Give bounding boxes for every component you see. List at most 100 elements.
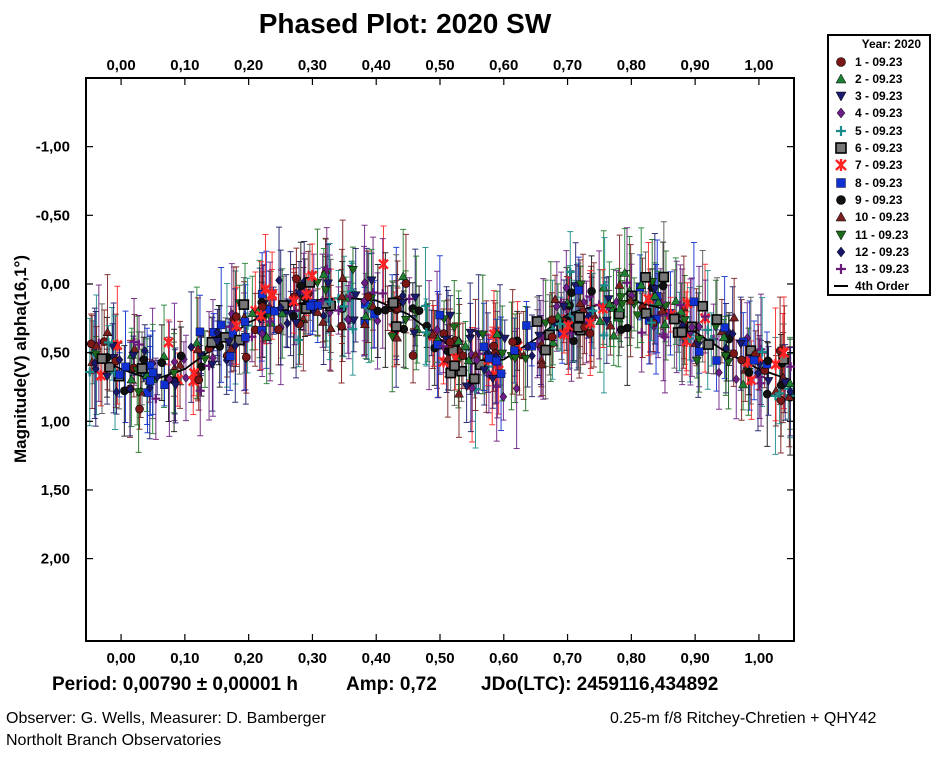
data-point	[275, 275, 283, 286]
data-point	[778, 347, 790, 359]
data-point	[661, 301, 671, 311]
x-tick-label-bottom: 0,70	[553, 650, 582, 667]
legend-marker	[835, 142, 847, 154]
data-point	[550, 294, 561, 303]
data-point	[360, 296, 368, 307]
data-point	[694, 335, 705, 345]
data-point	[587, 286, 596, 296]
data-point	[757, 347, 767, 357]
data-point	[360, 310, 371, 320]
legend-marker-icon	[836, 246, 846, 258]
data-point	[492, 356, 501, 366]
data-point	[584, 317, 596, 329]
data-point	[325, 297, 335, 307]
data-point	[91, 340, 102, 350]
data-point	[619, 267, 630, 277]
data-point	[231, 312, 241, 321]
amplitude-text: Amp: 0,72	[346, 674, 437, 695]
data-point	[763, 377, 774, 386]
data-point	[400, 315, 411, 325]
y-tick-label: -1,00	[36, 139, 70, 156]
data-point	[404, 294, 414, 304]
x-tick-label-top: 1,00	[744, 57, 773, 74]
data-point	[157, 358, 167, 367]
data-point	[473, 355, 481, 366]
legend-label: 6 - 09.23	[855, 141, 903, 155]
data-point	[240, 317, 250, 327]
y-tick-label: -0,50	[36, 207, 70, 224]
data-point	[274, 325, 283, 334]
data-point	[784, 391, 795, 401]
data-point	[548, 337, 559, 347]
data-point	[762, 389, 772, 399]
data-point	[453, 336, 464, 345]
data-point	[732, 374, 741, 385]
data-point	[536, 359, 547, 369]
data-point	[187, 342, 196, 353]
data-point	[390, 321, 402, 332]
data-point	[104, 361, 115, 373]
legend-marker	[835, 230, 847, 241]
data-point	[675, 300, 685, 310]
data-point	[121, 362, 130, 372]
legend-label: 4 - 09.23	[855, 106, 903, 121]
legend-entry: 6 - 09.23	[833, 140, 902, 157]
data-point	[492, 329, 503, 338]
data-point	[291, 319, 302, 328]
data-point	[569, 336, 578, 346]
data-point	[653, 297, 664, 306]
data-point	[392, 332, 403, 342]
data-point	[95, 370, 107, 382]
data-point	[193, 344, 203, 354]
data-point	[695, 347, 704, 356]
data-point	[163, 336, 174, 348]
data-point	[258, 328, 267, 339]
data-point	[567, 288, 576, 298]
data-point	[242, 352, 251, 362]
legend-label: 1 - 09.23	[855, 54, 903, 69]
data-point	[520, 354, 531, 364]
legend-marker	[836, 195, 846, 205]
data-point	[461, 382, 472, 392]
x-tick-label-bottom: 0,40	[362, 650, 391, 667]
x-tick-label-top: 0,20	[234, 57, 263, 74]
x-tick-label-bottom: 0,90	[681, 650, 710, 667]
data-point	[170, 381, 181, 391]
data-point	[510, 354, 521, 364]
data-point	[323, 279, 334, 289]
data-point	[449, 360, 460, 372]
data-point	[746, 374, 757, 386]
data-point	[676, 326, 688, 338]
data-point	[754, 367, 762, 378]
data-point	[289, 311, 298, 321]
data-point	[531, 316, 543, 327]
data-point	[292, 274, 301, 284]
data-point	[562, 282, 571, 293]
data-point	[176, 351, 186, 361]
data-point	[456, 365, 467, 377]
data-point	[540, 319, 551, 329]
data-point	[301, 289, 312, 301]
data-point	[600, 280, 610, 290]
data-point	[345, 291, 355, 301]
data-point	[659, 319, 670, 329]
legend-marker-icon	[835, 73, 847, 84]
data-point	[373, 306, 383, 316]
data-point	[265, 317, 275, 327]
data-point	[182, 373, 190, 383]
data-point	[479, 366, 490, 376]
data-point	[226, 322, 236, 332]
data-point	[547, 332, 557, 342]
data-point	[165, 374, 174, 385]
legend-label: 8 - 09.23	[855, 175, 903, 190]
period-text: Period: 0,00790 ± 0,00001 h	[52, 674, 298, 695]
data-point	[231, 340, 240, 351]
data-point	[646, 318, 656, 328]
data-point	[195, 327, 205, 337]
legend-label: 13 - 09.23	[855, 262, 910, 277]
legend-entry: 7 - 09.23	[833, 157, 902, 174]
data-point	[499, 334, 510, 344]
data-point	[200, 355, 210, 365]
data-point	[348, 324, 358, 334]
legend-marker	[836, 264, 846, 275]
